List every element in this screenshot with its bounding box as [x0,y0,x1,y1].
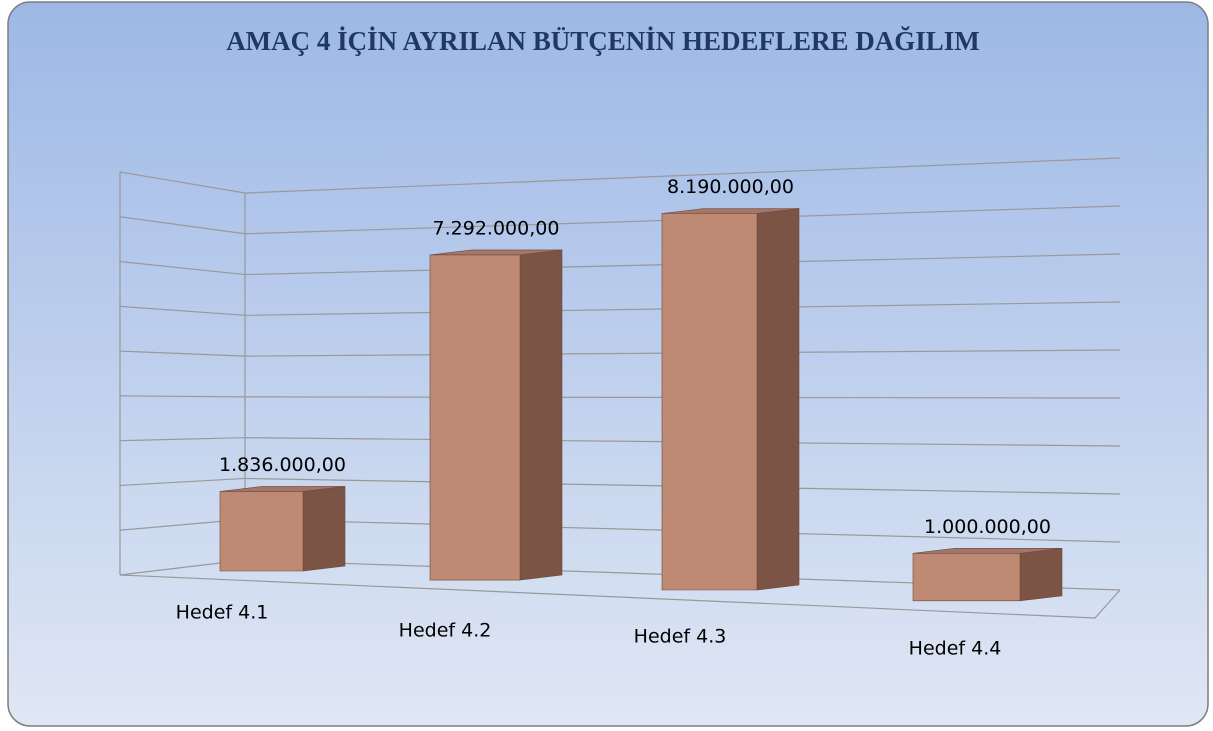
grid-line [119,157,1121,194]
grid-line [119,437,1121,447]
grid-line [119,205,1121,235]
bar [429,249,563,581]
bar-front [219,491,304,572]
grid-line [119,395,1121,399]
bar [912,547,1063,602]
floor-edge [119,574,1121,619]
bar-side [302,486,346,572]
bar [219,486,346,572]
x-tick-label: Hedef 4.4 [909,638,1002,660]
bar-front [661,213,758,591]
value-label: 7.292.000,00 [433,217,560,239]
chart-title: AMAÇ 4 İÇİN AYRILAN BÜTÇENİN HEDEFLERE D… [226,26,980,56]
bar-front [429,254,521,581]
bar-side [756,208,800,591]
bar-side [519,249,563,581]
bar-side [1019,547,1063,602]
x-tick-label: Hedef 4.2 [399,620,492,642]
grid-line [119,301,1121,316]
bar [661,208,800,591]
grid-line [119,349,1121,357]
x-tick-label: Hedef 4.1 [176,602,269,624]
value-label: 8.190.000,00 [667,176,794,198]
value-label: 1.836.000,00 [219,454,346,476]
value-label: 1.000.000,00 [924,516,1051,538]
grid-line [119,477,1121,495]
x-tick-label: Hedef 4.3 [634,626,727,648]
grid-line [119,253,1121,276]
bar-front [912,553,1021,602]
